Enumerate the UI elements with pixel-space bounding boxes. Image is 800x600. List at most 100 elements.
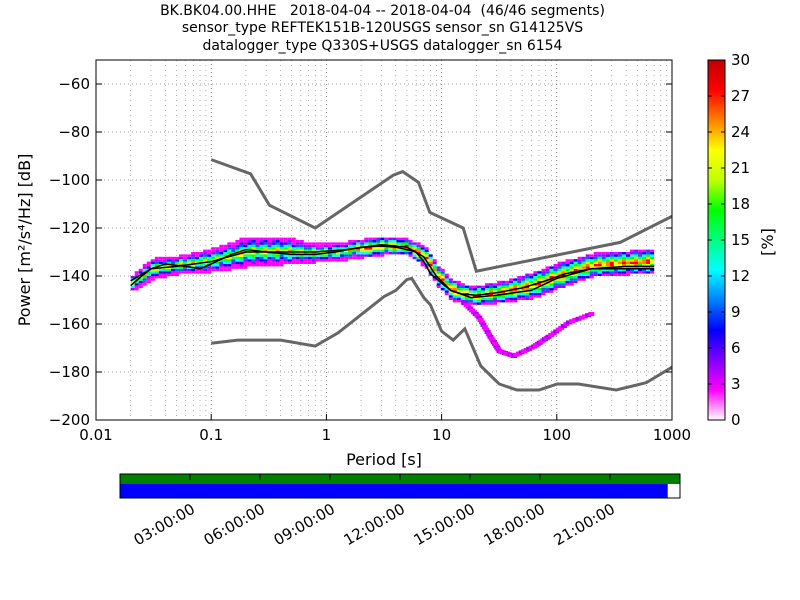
psd-outlier-cell [486,332,493,337]
psd-cell [299,242,304,245]
psd-cell [541,271,546,274]
psd-cell [174,266,179,269]
psd-cell [142,266,147,269]
psd-cell [501,295,506,298]
psd-cell [319,254,324,257]
psd-cell [408,244,413,248]
psd-cell [577,261,582,264]
psd-cell [505,283,510,286]
psd-cell [259,256,264,260]
psd-cell [509,290,514,293]
psd-cell [235,259,240,262]
y-tick-label: −200 [49,411,90,429]
psd-cell [356,242,361,245]
psd-cell [537,271,542,274]
psd-cell [597,254,602,257]
psd-cell [271,254,276,257]
psd-cell [303,252,308,255]
psd-cell [307,261,312,264]
psd-cell [629,264,635,267]
y-axis-label: Power [m²/s⁴/Hz] [dB] [15,154,34,327]
psd-cell [533,295,538,298]
psd-cell [368,252,373,255]
psd-cell [597,273,602,276]
psd-cell [489,302,494,305]
psd-cell [468,285,473,288]
psd-cell [344,244,349,248]
psd-cell [319,244,324,248]
psd-cell [621,271,626,274]
noise-model-low [211,276,672,392]
psd-cell [517,285,522,288]
psd-cell [271,247,276,250]
psd-cell [134,283,139,286]
x-tick-label: 0.1 [199,426,223,444]
psd-cell [521,276,526,279]
psd-cell [537,278,542,281]
psd-cell [142,278,147,281]
psd-cell [219,259,224,262]
psd-cell [158,268,163,272]
psd-cell [493,288,498,291]
psd-cell [227,268,232,272]
psd-cell [585,254,590,257]
psd-cell [517,278,522,281]
psd-cell [621,264,626,267]
psd-cell [287,254,292,257]
psd-cell [529,285,534,288]
psd-cell [537,288,542,291]
psd-cell [356,249,361,252]
psd-cell [263,264,268,267]
psd-cell [158,273,163,276]
psd-cell [501,297,506,300]
psd-cell [376,247,381,250]
psd-outlier-cell [479,320,486,325]
psd-cell [509,278,514,281]
psd-cell [376,237,381,240]
psd-cell [211,254,216,257]
psd-cell [364,254,369,257]
psd-cell [340,252,345,255]
psd-cell [344,247,349,250]
psd-cell [400,242,405,245]
psd-cell [255,256,260,260]
psd-cell [642,268,647,272]
psd-cell [513,283,518,286]
psd-cell [537,283,542,286]
psd-cell [235,244,240,248]
psd-cell [283,256,288,260]
psd-cell [356,256,361,260]
psd-cell [541,285,546,288]
psd-cell [227,249,232,252]
psd-cell [215,252,220,255]
psd-cell [336,254,341,257]
psd-cell [275,237,280,240]
psd-cell [629,256,635,260]
psd-cell [327,242,333,245]
colorbar-tick-label: 6 [731,339,741,357]
psd-cell [327,247,333,250]
psd-cell [295,244,300,248]
psd-cell [420,249,425,252]
psd-cell [187,261,192,264]
psd-cell [348,252,353,255]
psd-cell [428,254,433,257]
psd-cell [271,237,276,240]
psd-cell [505,280,510,284]
colorbar: 0 3 6 9 12 15 18 21 24 27 30 [%] [707,51,777,429]
psd-cell [629,268,635,272]
psd-cell [497,288,502,291]
psd-cell [207,256,212,260]
psd-cell [291,240,296,243]
psd-cell [613,259,618,262]
psd-cell [138,268,143,272]
psd-cell [303,242,308,245]
psd-cell [444,273,449,276]
psd-cell [650,256,655,260]
psd-cell [497,285,502,288]
psd-cell [565,266,570,269]
psd-cell [231,242,236,245]
psd-cell [589,273,594,276]
psd-cell [525,280,530,284]
psd-cell [404,247,409,250]
